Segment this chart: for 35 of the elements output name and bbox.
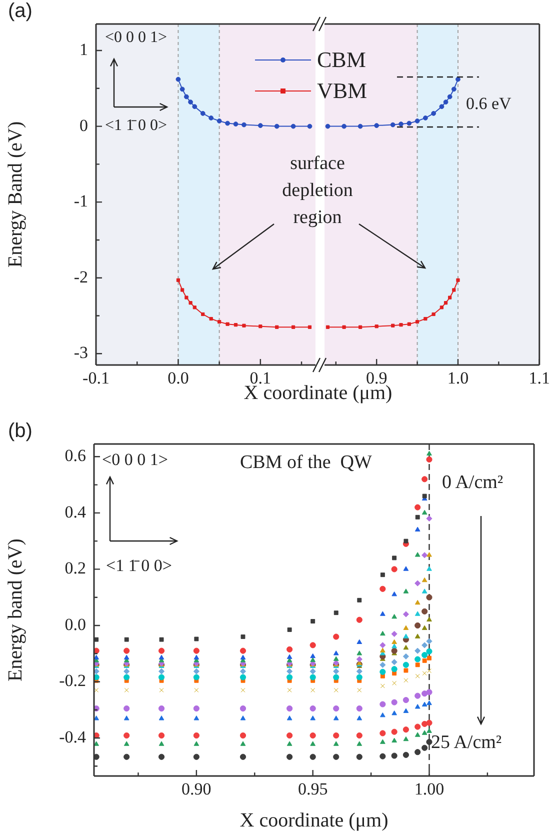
annotation: CBM of the QW bbox=[240, 452, 372, 473]
y-axis-title: Energy Band (eV) bbox=[4, 121, 26, 268]
annotation: <1 1̄ 0 0> bbox=[105, 117, 168, 134]
y-tick-label: 0.6 bbox=[64, 446, 86, 466]
y-tick-label: -1 bbox=[74, 192, 88, 211]
annotation: 0 A/cm² bbox=[442, 472, 504, 493]
y-tick-label: 0.4 bbox=[64, 502, 86, 522]
x-tick-label: 1.00 bbox=[414, 780, 444, 799]
x-tick-label: 0.0 bbox=[168, 368, 189, 388]
x-tick-label: -0.1 bbox=[82, 368, 110, 388]
x-tick-label: 0.95 bbox=[298, 780, 328, 799]
y-axis-title: Energy band (eV) bbox=[4, 538, 26, 682]
x-axis-title: X coordinate (μm) bbox=[240, 809, 388, 832]
legend-label: VBM bbox=[317, 78, 368, 104]
x-tick-label: 0.90 bbox=[182, 780, 212, 799]
y-tick-label: 0.2 bbox=[64, 558, 86, 578]
y-tick-label: -0.2 bbox=[59, 671, 86, 690]
annotation: <0 0 0 1> bbox=[102, 450, 168, 469]
x-tick-label: 1.1 bbox=[528, 368, 550, 388]
legend-label: CBM bbox=[317, 46, 366, 72]
y-tick-label: 0.0 bbox=[64, 614, 86, 634]
chart-title: (b) bbox=[8, 420, 32, 443]
y-tick-label: -2 bbox=[74, 267, 88, 286]
annotation: 0.6 eV bbox=[466, 94, 512, 114]
y-tick-label: 1 bbox=[80, 40, 88, 59]
x-tick-label: 1.0 bbox=[447, 368, 469, 388]
y-tick-label: 0 bbox=[80, 116, 88, 135]
annotation: <1 1̄ 0 0> bbox=[106, 556, 172, 575]
x-tick-label: 0.9 bbox=[366, 368, 388, 388]
annotation: <0 0 0 1> bbox=[105, 29, 168, 46]
y-tick-label: -3 bbox=[74, 343, 88, 362]
y-tick-label: -0.4 bbox=[59, 727, 86, 746]
annotation: surface depletion region bbox=[281, 152, 354, 230]
annotation: 25 A/cm² bbox=[431, 732, 502, 753]
chart-title: (a) bbox=[8, 0, 32, 23]
